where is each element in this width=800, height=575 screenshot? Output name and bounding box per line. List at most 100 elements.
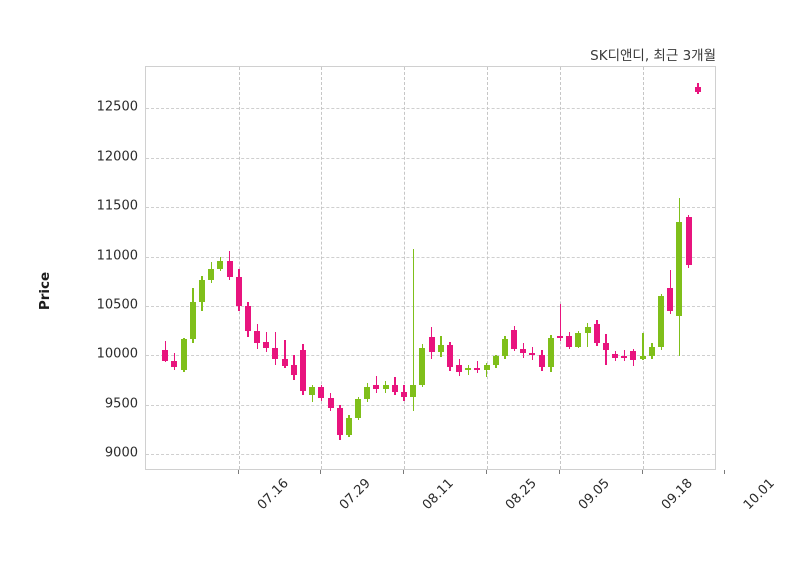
candlestick-body <box>584 326 591 333</box>
candlestick-body <box>208 269 215 281</box>
x-axis-tick-mark <box>559 470 561 474</box>
candlestick <box>391 67 398 469</box>
candlestick-body <box>667 288 674 311</box>
candlestick <box>648 67 655 469</box>
x-axis-tick-mark <box>320 470 322 474</box>
candlestick-body <box>327 397 334 408</box>
candlestick-body <box>391 385 398 392</box>
candlestick-body <box>575 332 582 347</box>
candlestick <box>290 67 297 469</box>
y-axis-tick-label: 11500 <box>96 198 138 214</box>
candlestick-body <box>685 217 692 265</box>
candlestick <box>511 67 518 469</box>
candlestick-body <box>198 280 205 303</box>
candlestick-body <box>602 342 609 351</box>
x-axis-tick-label: 09.18 <box>658 476 696 513</box>
candlestick-wick <box>587 322 589 347</box>
candlestick <box>327 67 334 469</box>
candlestick-wick <box>486 363 488 378</box>
candlestick <box>309 67 316 469</box>
candlestick <box>198 67 205 469</box>
x-axis-tick-labels: 07.16 07.29 08.11 08.25 09.05 09.18 10.01 <box>145 470 778 550</box>
y-axis-tick-labels: 9000 9500 10000 10500 11000 11500 12000 12500 <box>55 66 138 470</box>
candlestick-body <box>318 387 325 398</box>
candlestick-body <box>557 335 564 338</box>
candlestick <box>446 67 453 469</box>
gridline-horizontal <box>146 157 715 159</box>
gridline-horizontal <box>146 256 715 258</box>
gridline-horizontal <box>146 306 715 308</box>
candlestick-body <box>281 359 288 367</box>
candlestick <box>244 67 251 469</box>
candlestick <box>254 67 261 469</box>
candlestick-body <box>612 354 619 359</box>
candlestick-body <box>658 296 664 347</box>
candlestick <box>336 67 343 469</box>
candlestick <box>557 67 564 469</box>
candlestick <box>180 67 187 469</box>
candlestick <box>189 67 196 469</box>
candlestick <box>694 67 701 469</box>
candlestick-body <box>694 86 701 92</box>
candlestick <box>171 67 178 469</box>
candlestick-body <box>501 338 508 357</box>
gridline-vertical <box>321 67 323 469</box>
candlestick-body <box>483 365 490 371</box>
y-axis-tick-label: 10000 <box>96 346 138 362</box>
candlestick-body <box>180 338 187 371</box>
gridline-horizontal <box>146 404 715 406</box>
candlestick <box>364 67 371 469</box>
candlestick-body <box>226 260 233 278</box>
candlestick-body <box>630 351 637 361</box>
candlestick-body <box>254 330 261 343</box>
chart-title: SK디앤디, 최근 3개월 <box>590 48 716 64</box>
candlestick-body <box>437 344 444 353</box>
candlestick-body <box>676 222 683 316</box>
candlestick <box>235 67 242 469</box>
candlestick <box>575 67 582 469</box>
candlestick-body <box>299 350 306 391</box>
candlestick <box>382 67 389 469</box>
candlestick-body <box>189 302 196 339</box>
candlestick-body <box>382 385 389 389</box>
candlestick <box>529 67 536 469</box>
x-axis-tick-mark <box>402 470 404 474</box>
y-axis-tick-label: 12000 <box>96 149 138 165</box>
candlestick <box>456 67 463 469</box>
candlestick-body <box>566 335 573 347</box>
candlestick <box>419 67 426 469</box>
candlestick <box>538 67 545 469</box>
candlestick <box>373 67 380 469</box>
candlestick <box>226 67 233 469</box>
candlestick <box>621 67 628 469</box>
candlestick-wick <box>476 361 479 374</box>
y-axis-label: Price <box>37 271 54 311</box>
candlestick-wick <box>559 304 561 341</box>
candlestick <box>492 67 499 469</box>
candlestick-body <box>648 346 655 357</box>
gridline-vertical <box>560 67 562 469</box>
candlestick <box>547 67 554 469</box>
candlestick-body <box>474 368 481 371</box>
gridline-vertical <box>238 67 240 469</box>
candlestick-body <box>364 387 371 399</box>
candlestick-body <box>538 355 545 368</box>
candlestick-body <box>456 365 463 373</box>
candlestick-body <box>355 398 362 418</box>
x-axis-tick-mark <box>641 470 643 474</box>
candlestick-body <box>529 353 536 356</box>
candlestick <box>501 67 508 469</box>
gridline-vertical <box>642 67 644 469</box>
gridline-vertical <box>486 67 488 469</box>
candlestick-body <box>621 356 628 359</box>
candlestick-wick <box>412 248 415 411</box>
candlestick-body <box>336 407 343 436</box>
candlestick <box>281 67 288 469</box>
candlestick <box>685 67 692 469</box>
x-axis-tick-mark <box>724 470 726 474</box>
candlestick-body <box>400 391 407 397</box>
candlestick-body <box>492 356 499 366</box>
x-axis-tick-label: 07.29 <box>337 476 375 513</box>
y-axis-tick-label: 11000 <box>96 248 138 264</box>
